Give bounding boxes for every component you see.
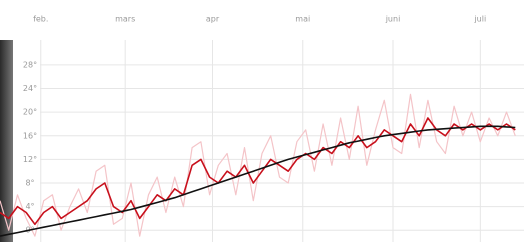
chart: 0°4°8°12°16°20°24°28°feb.marsaprmaijunij… bbox=[0, 0, 524, 242]
side-image bbox=[0, 40, 13, 242]
series-line bbox=[0, 94, 515, 236]
x-tick-label: juni bbox=[385, 15, 401, 24]
series-line bbox=[0, 118, 515, 224]
x-tick-label: mars bbox=[115, 15, 135, 24]
y-tick-label: 20° bbox=[23, 108, 37, 117]
page: 0°4°8°12°16°20°24°28°feb.marsaprmaijunij… bbox=[0, 0, 524, 242]
y-tick-label: 4° bbox=[25, 202, 34, 211]
y-tick-label: 8° bbox=[25, 178, 34, 187]
y-tick-label: 24° bbox=[23, 84, 37, 93]
x-tick-label: juli bbox=[473, 15, 486, 24]
x-tick-label: mai bbox=[295, 15, 310, 24]
y-tick-label: 16° bbox=[23, 131, 37, 140]
x-tick-label: apr bbox=[206, 15, 220, 24]
y-tick-label: 28° bbox=[23, 60, 37, 69]
x-tick-label: feb. bbox=[33, 15, 48, 24]
y-tick-label: 12° bbox=[23, 155, 37, 164]
